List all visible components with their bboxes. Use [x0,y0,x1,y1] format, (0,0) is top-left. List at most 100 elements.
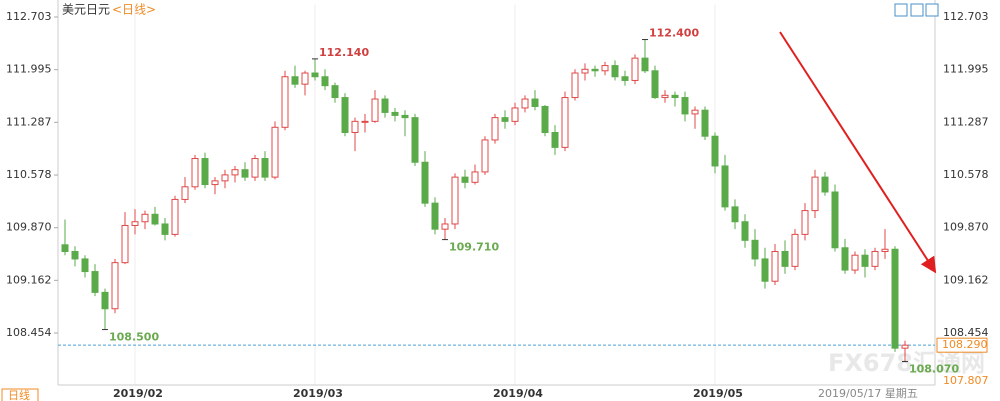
chart-subtitle: <日线> [112,3,156,17]
candle-body [881,248,889,252]
y-tick-label: 109.162 [6,273,52,286]
candle-body [441,223,449,230]
x-tick-label: 2019/02 [113,387,163,400]
candle-body [301,72,309,85]
candle-body [561,97,569,148]
candle-body [261,158,269,178]
candle-body [201,158,209,186]
y-tick-label-right: 112.703 [943,10,989,23]
candle-body [211,180,219,186]
last-price-label: 108.290 [942,338,988,351]
candle-body [221,174,229,182]
candle-body [531,98,539,107]
candle-body [841,247,849,271]
candle-body [281,76,289,128]
tool-icon[interactable] [925,3,939,17]
candle-body [591,68,599,72]
candle-body [551,132,559,148]
marker-label: 108.500 [109,331,159,344]
candle-body [541,105,549,134]
tool-icon[interactable] [894,3,908,17]
candle-body [601,65,609,72]
candle-body [291,76,299,85]
candle-body [331,85,339,99]
candle-body [521,98,529,109]
marker-label: 112.140 [319,46,369,59]
date-label: 2019/05/17 星期五 [818,387,918,400]
marker-label: 112.400 [649,27,699,40]
candle-body [741,221,749,241]
marker-label: 109.710 [449,241,499,254]
candle-body [801,210,809,235]
x-tick-label: 2019/03 [293,387,343,400]
y-tick-label-right: 109.870 [943,221,989,234]
candle-body [711,135,719,167]
y-tick-label: 109.870 [6,221,52,234]
y-tick-label: 112.703 [6,10,52,23]
candle-body [771,250,779,282]
candle-body [181,186,189,200]
candle-body [581,68,589,74]
candle-body [241,169,249,178]
candle-body [71,250,79,260]
candle-body [111,262,119,310]
chart-title: 美元日元 [62,3,110,17]
candle-body [891,248,899,349]
candle-body [761,258,769,282]
candle-body [511,107,519,122]
toolbar [894,3,939,17]
period-tab[interactable]: 日线 [8,388,30,401]
tool-icon[interactable] [910,3,924,17]
candle-body [721,165,729,208]
candle-body [191,158,199,188]
y-tick-label: 110.578 [6,168,52,181]
y-tick-label-right: 111.995 [943,63,989,76]
candle-body [431,202,439,230]
candle-body [121,224,129,264]
candle-body [481,139,489,173]
candle-body [421,161,429,204]
period-tab-box[interactable] [1,388,39,401]
y-tick-label: 111.995 [6,63,52,76]
trend-arrow [779,31,937,274]
candle-body [861,254,869,267]
candle-body [251,158,259,178]
candle-body [731,206,739,223]
candle-body [271,126,279,178]
candle-body [161,223,169,235]
y-tick-label-right: 108.454 [943,326,989,339]
candle-body [701,109,709,137]
candle-body [491,117,499,141]
candle-body [401,114,409,119]
candle-body [571,72,579,99]
candle-body [621,76,629,81]
candle-body [91,271,99,293]
candle-body [791,233,799,267]
candle-body [341,97,349,134]
y-bottom-label: 107.807 [943,374,989,387]
candle-body [131,221,139,226]
candle-body [661,94,669,99]
candle-body [351,120,359,134]
candle-body [171,198,179,235]
y-tick-label: 108.454 [6,326,52,339]
candle-body [901,344,909,349]
candle-body [361,120,369,123]
candle-body [751,239,759,260]
candle-body [151,213,159,225]
candle-body [681,97,689,115]
last-price-box [936,337,988,353]
candle-body [61,244,69,252]
x-tick-label: 2019/04 [493,387,543,400]
candle-body [831,191,839,249]
marker-label: 108.070 [909,363,959,376]
candle-body [381,98,389,113]
candle-body [611,65,619,78]
candle-body [461,176,469,183]
candle-body [391,111,399,116]
candle-body [811,176,819,212]
candle-body [871,250,879,267]
candle-body [691,109,699,115]
candle-body [451,176,459,225]
